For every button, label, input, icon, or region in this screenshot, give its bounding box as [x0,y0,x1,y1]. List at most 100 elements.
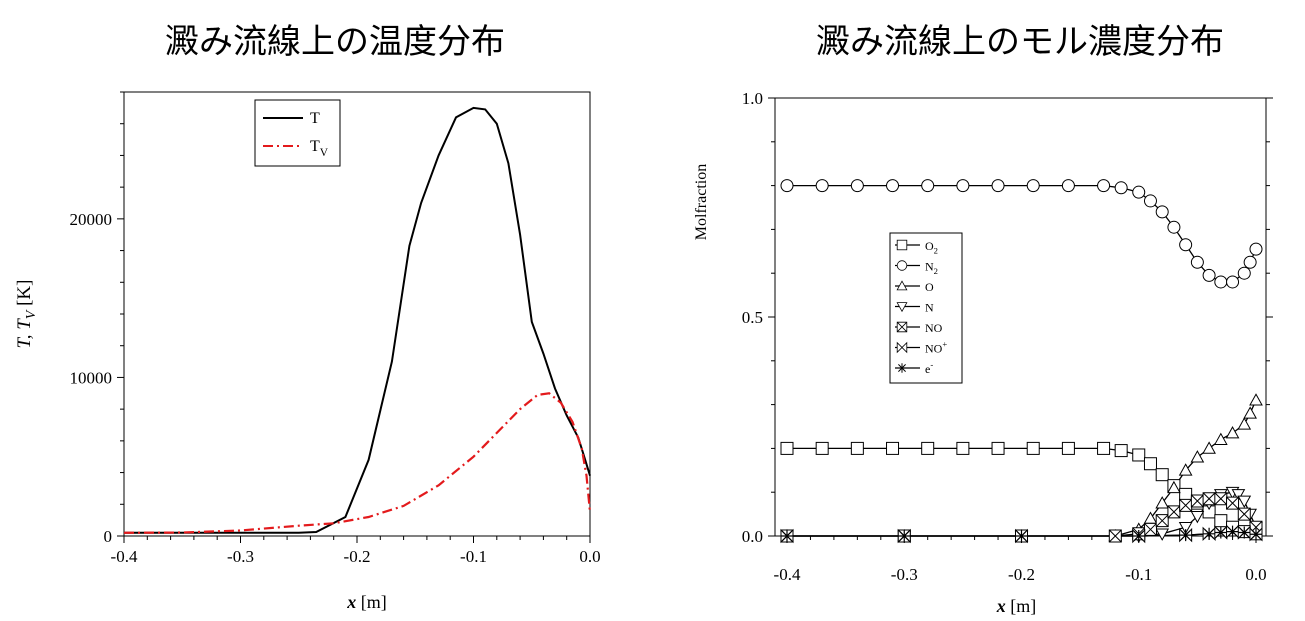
marker-O [1155,496,1170,509]
x-tick-label: -0.4 [774,565,801,584]
legend-marker-NO+ [896,341,908,354]
x-tick-label: -0.1 [460,547,487,566]
x-tick-label: 0.0 [1245,565,1266,584]
marker-N2 [1097,179,1111,193]
marker-O2 [991,441,1005,455]
marker-NO [1155,514,1169,528]
marker-O2 [1097,441,1111,455]
legend-marker-NO [896,321,908,333]
marker-e- [1226,525,1239,538]
marker-NO [1167,505,1181,519]
marker-O2 [1114,444,1128,458]
marker-N2 [1143,194,1157,208]
left-chart-title: 澱み流線上の温度分布 [165,22,505,62]
marker-O [1143,511,1158,524]
marker-e- [1203,527,1216,540]
marker-N2 [1243,255,1257,269]
series-line-Tv [123,392,592,534]
marker-N2 [1190,255,1204,269]
y-tick-label: 0.0 [742,527,763,546]
marker-N2 [956,179,970,193]
marker-O2 [850,441,864,455]
marker-N2 [1061,179,1075,193]
marker-e- [1015,530,1028,542]
marker-N2 [1114,181,1128,195]
marker-O [1237,417,1252,430]
marker-O [1213,432,1228,445]
marker-e- [898,530,911,542]
marker-N2 [921,179,935,193]
marker-N2 [1226,275,1240,289]
marker-NO [1190,494,1204,508]
marker-e- [1250,528,1262,541]
legend-label-e-: e- [925,360,933,376]
marker-e- [1214,526,1227,539]
legend-label-NO: NO [925,321,943,335]
series-line-N2 [787,184,1257,283]
legend-box [254,99,341,167]
marker-N2 [1026,179,1040,193]
plot-frame [774,97,1267,537]
y-axis-title: Molfraction [693,164,710,240]
legend-label-NO+: NO+ [925,339,947,355]
marker-O [1178,463,1193,476]
marker-O2 [956,441,970,455]
y-tick-label: 0 [104,527,113,546]
marker-NO [1202,492,1216,506]
marker-N2 [1132,185,1146,199]
y-axis-title: T, TV [K] [14,280,39,349]
marker-N2 [1155,205,1169,219]
marker-e- [1238,526,1251,539]
legend-marker-N [896,302,908,313]
marker-NO [1143,522,1157,536]
marker-O2 [1143,457,1157,471]
x-tick-label: -0.1 [1125,565,1152,584]
legend-marker-O2 [896,239,908,251]
marker-NO [1108,529,1122,543]
marker-e- [1179,529,1192,542]
x-axis-title: x [m] [996,596,1037,616]
x-tick-label: 0.0 [579,547,600,566]
x-tick-label: -0.3 [891,565,918,584]
plot-frame [123,91,591,537]
marker-N [1190,510,1205,524]
marker-O2 [780,441,794,455]
y-tick-label: 0.5 [742,308,763,327]
marker-N2 [1214,275,1228,289]
marker-O2 [815,441,829,455]
marker-N2 [1167,220,1181,234]
legend-marker-O [896,280,908,291]
marker-e- [1132,530,1145,542]
marker-O2 [1155,468,1169,482]
marker-N [1178,521,1193,535]
marker-O [1190,450,1205,463]
marker-N [1155,528,1170,541]
marker-N2 [886,179,900,193]
marker-N2 [850,179,864,193]
marker-NO [1214,492,1228,506]
x-tick-label: -0.2 [1008,565,1035,584]
right-chart-title: 澱み流線上のモル濃度分布 [816,22,1224,62]
legend-marker-e- [897,363,907,373]
marker-O2 [1179,487,1193,501]
y-tick-label: 20000 [70,210,113,229]
marker-O2 [1026,441,1040,455]
molfraction-chart: 0.0 0.5 1.0 -0.4 -0.3 -0.2 -0.1 0.0 x [m] Molfrac… [693,89,1273,616]
temperature-chart: 0 10000 20000 -0.4 -0.3 -0.2 -0.1 0.0 x [m] T, TV… [14,91,601,612]
marker-NO [1179,498,1193,512]
x-tick-label: -0.4 [111,547,138,566]
marker-N2 [1249,242,1263,256]
marker-N2 [991,179,1005,193]
marker-NO [1226,496,1240,510]
marker-N2 [815,179,829,193]
x-axis-title: x [m] [346,592,387,612]
marker-O [1243,406,1257,419]
marker-N2 [1237,266,1251,280]
x-tick-label: -0.2 [344,547,371,566]
marker-O2 [1061,441,1075,455]
marker-NO [1237,507,1251,521]
marker-N [1231,489,1246,502]
marker-O [1202,441,1216,454]
marker-N2 [1202,268,1216,282]
